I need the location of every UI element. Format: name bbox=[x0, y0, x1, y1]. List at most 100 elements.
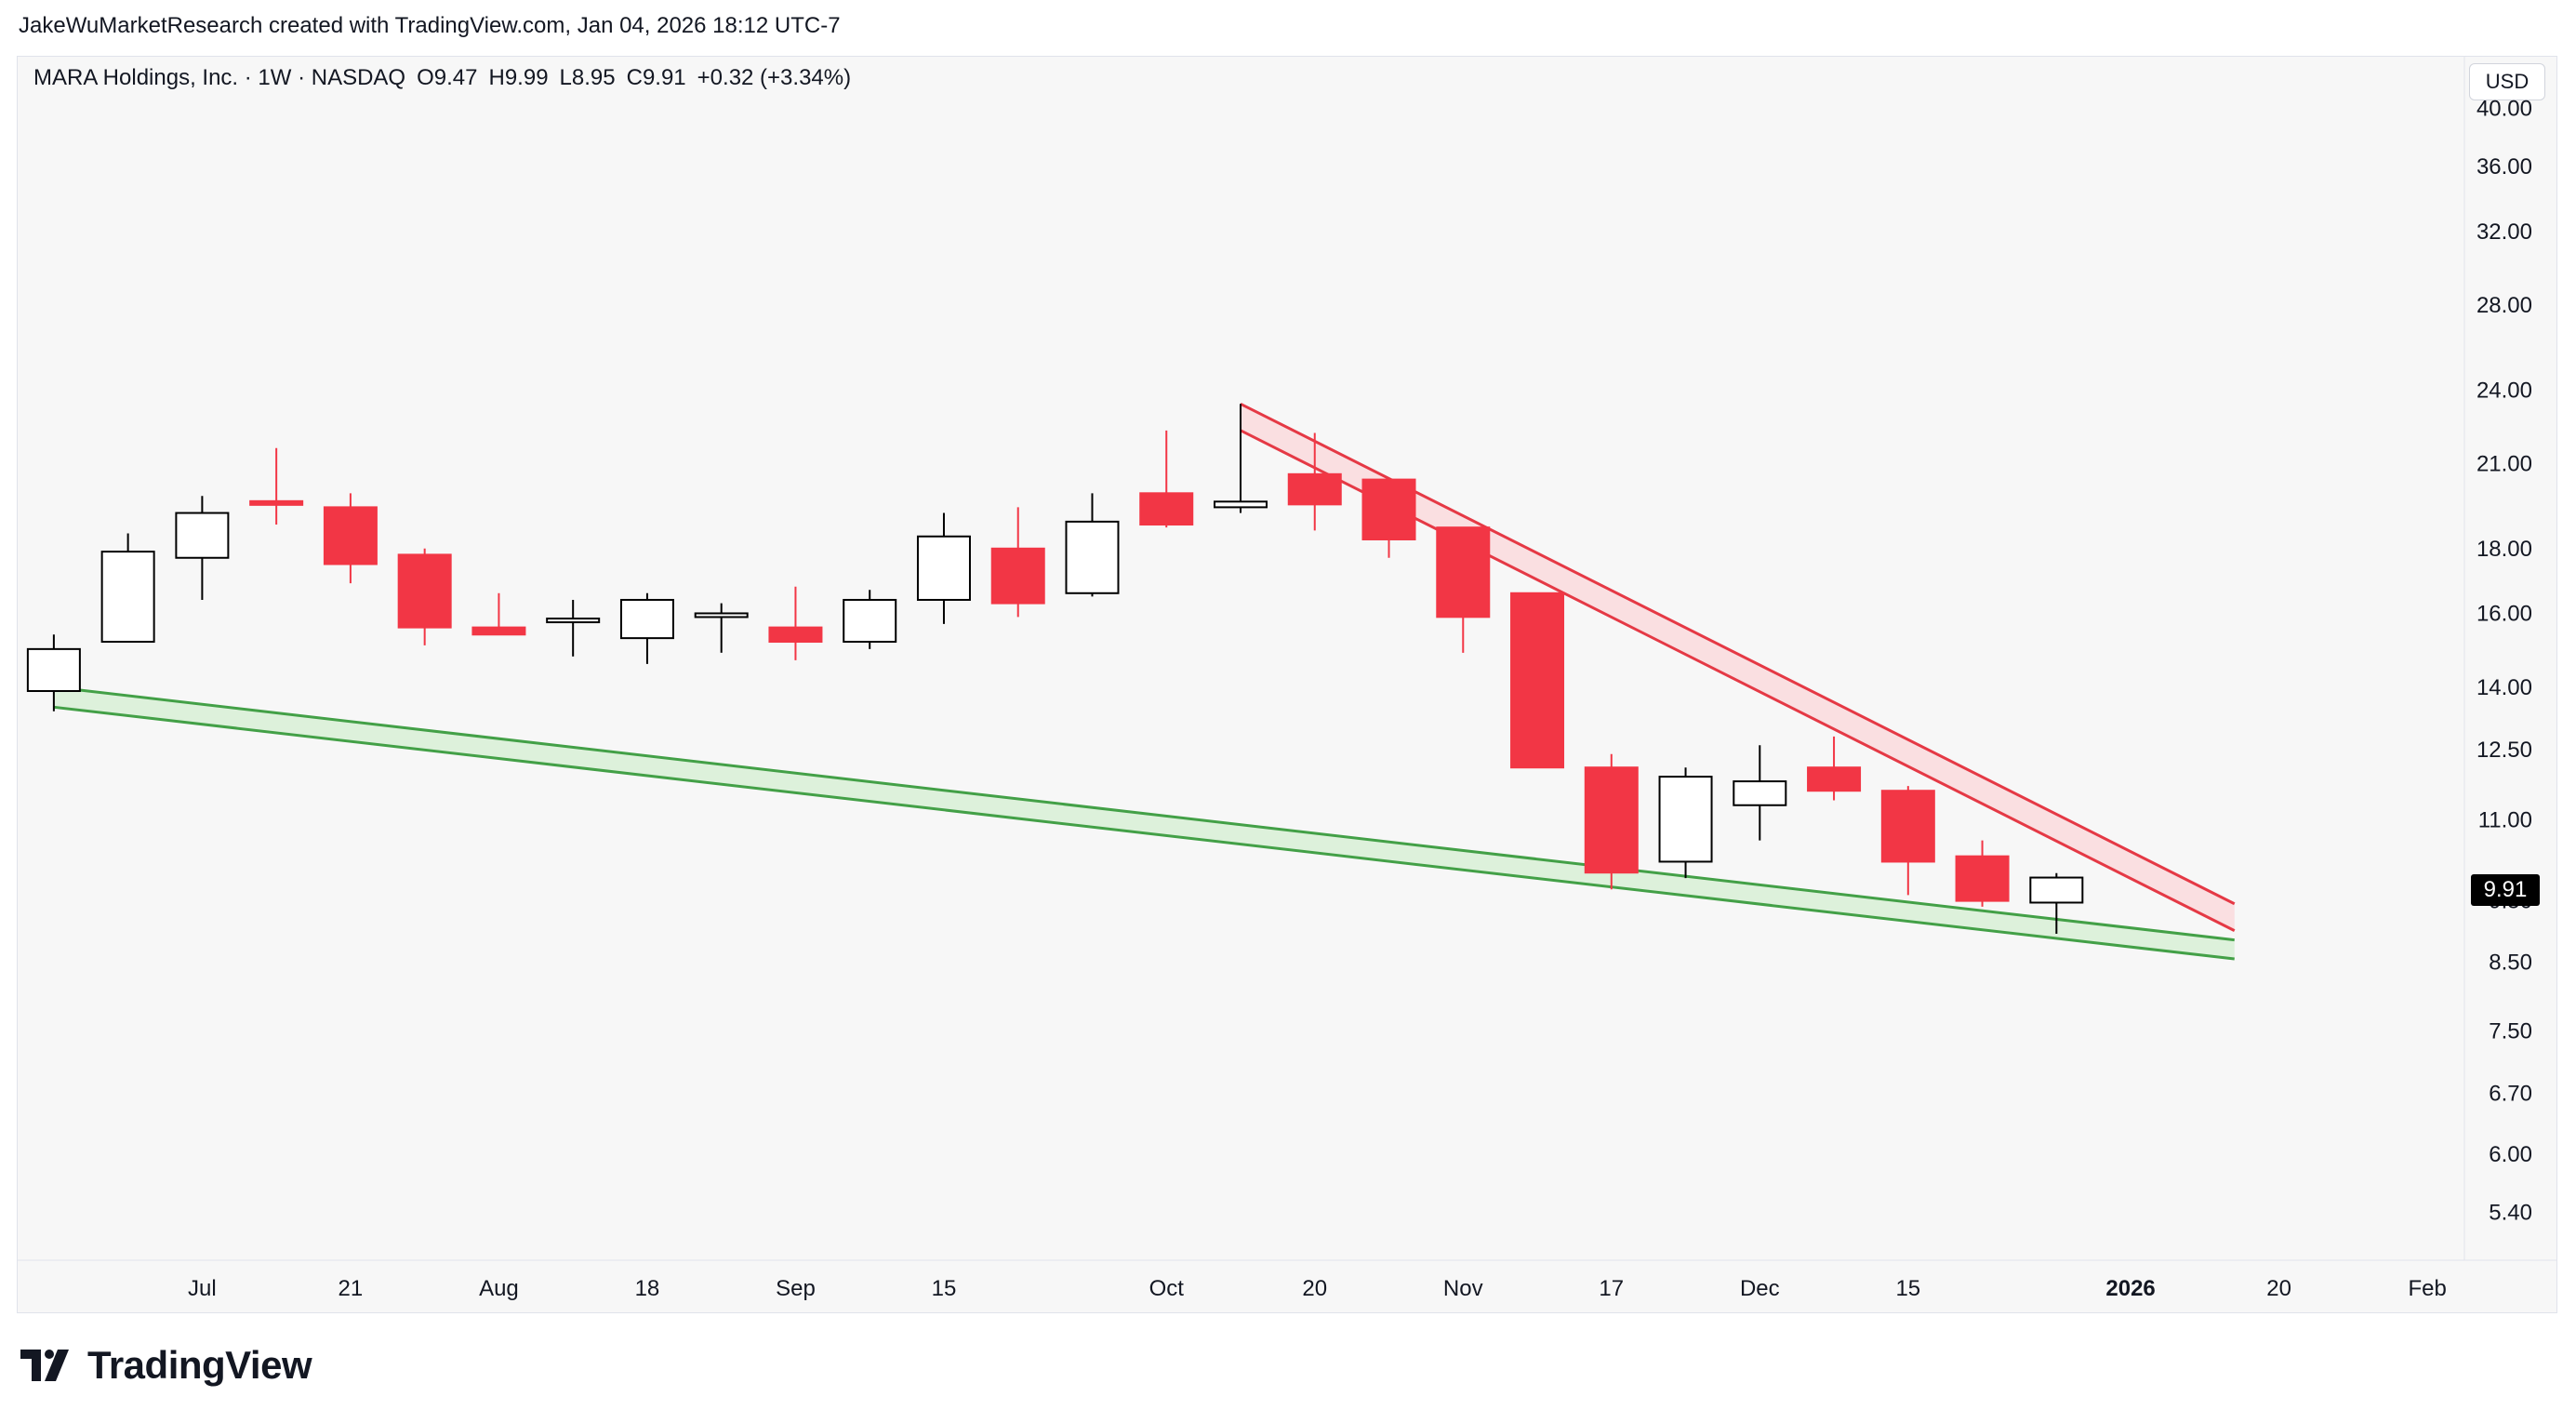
support-channel-upper-line[interactable] bbox=[53, 685, 2235, 942]
time-tick-label: Aug bbox=[479, 1276, 519, 1301]
tradingview-brand[interactable]: TradingView bbox=[20, 1343, 312, 1388]
candle[interactable] bbox=[1139, 430, 1194, 528]
candle[interactable] bbox=[1807, 736, 1862, 801]
symbol-legend: MARA Holdings, Inc. · 1W · NASDAQ O9.47 H9… bbox=[33, 65, 862, 91]
candle[interactable] bbox=[323, 493, 378, 584]
candle-body bbox=[619, 598, 674, 640]
candle-body bbox=[1361, 478, 1416, 540]
candle[interactable] bbox=[1733, 745, 1787, 841]
time-tick-label: 20 bbox=[1302, 1276, 1327, 1301]
candle[interactable] bbox=[1510, 592, 1565, 769]
price-tick-label: 40.00 bbox=[2476, 96, 2532, 121]
candle-body bbox=[1658, 776, 1713, 863]
time-tick-label: Oct bbox=[1149, 1276, 1185, 1301]
candle-body bbox=[1584, 766, 1639, 874]
candle[interactable] bbox=[990, 507, 1045, 618]
price-tick-label: 18.00 bbox=[2476, 537, 2532, 562]
candle-body bbox=[175, 512, 230, 559]
candle-body bbox=[471, 626, 526, 636]
legend-symbol: MARA Holdings, Inc. · 1W · NASDAQ bbox=[33, 65, 406, 90]
candle-body bbox=[1139, 492, 1194, 526]
candle[interactable] bbox=[100, 533, 155, 644]
candle-body bbox=[916, 535, 971, 601]
candle-body bbox=[1733, 780, 1787, 806]
legend-open: O9.47 bbox=[417, 65, 478, 90]
candle[interactable] bbox=[1658, 767, 1713, 879]
price-tick-label: 7.50 bbox=[2489, 1019, 2532, 1044]
last-price-label: 9.91 bbox=[2471, 874, 2540, 906]
candle-body bbox=[1510, 592, 1565, 769]
candle-body bbox=[323, 506, 378, 565]
candle[interactable] bbox=[1065, 493, 1120, 597]
candle[interactable] bbox=[471, 592, 526, 636]
price-tick-label: 5.40 bbox=[2489, 1200, 2532, 1225]
time-tick-label: 20 bbox=[2266, 1276, 2291, 1301]
candle-body bbox=[1287, 472, 1342, 506]
candle[interactable] bbox=[249, 447, 304, 525]
time-tick-label: 17 bbox=[1599, 1276, 1624, 1301]
candle[interactable] bbox=[1287, 432, 1342, 531]
candle[interactable] bbox=[843, 590, 897, 649]
candle-body bbox=[1955, 855, 2010, 902]
time-tick-label: 15 bbox=[932, 1276, 957, 1301]
candle-body bbox=[397, 553, 452, 629]
brand-name: TradingView bbox=[87, 1343, 312, 1387]
candle-body bbox=[26, 647, 81, 693]
candle[interactable] bbox=[768, 586, 823, 660]
candle-body bbox=[100, 551, 155, 644]
price-tick-label: 28.00 bbox=[2476, 293, 2532, 318]
chart-caption: JakeWuMarketResearch created with Tradin… bbox=[19, 13, 841, 38]
candle[interactable] bbox=[1436, 526, 1491, 653]
support-channel-lower-line[interactable] bbox=[53, 705, 2235, 961]
candle[interactable] bbox=[26, 634, 81, 712]
candle[interactable] bbox=[1880, 786, 1935, 896]
candle[interactable] bbox=[2029, 872, 2084, 934]
candle-body bbox=[249, 499, 304, 506]
time-tick-label: 18 bbox=[635, 1276, 660, 1301]
tradingview-logo-icon bbox=[20, 1350, 69, 1381]
candle[interactable] bbox=[694, 603, 749, 653]
time-axis[interactable]: Jul 21 Aug 18 Sep 15 Oct 20 Nov 17 Dec 15 2026 20 Feb bbox=[188, 1276, 2447, 1301]
candle[interactable] bbox=[619, 592, 674, 664]
price-axis[interactable]: 40.00 36.00 32.00 28.00 24.00 21.00 18.00 16.00… bbox=[2476, 96, 2532, 1225]
candle-body bbox=[768, 626, 823, 644]
candle-body bbox=[990, 547, 1045, 605]
price-tick-label: 24.00 bbox=[2476, 378, 2532, 403]
time-tick-label: 15 bbox=[1895, 1276, 1920, 1301]
price-tick-label: 36.00 bbox=[2476, 154, 2532, 180]
time-tick-label: 2026 bbox=[2105, 1276, 2155, 1301]
price-tick-label: 8.50 bbox=[2489, 951, 2532, 976]
time-tick-label: Jul bbox=[188, 1276, 217, 1301]
candle[interactable] bbox=[1214, 404, 1268, 513]
price-tick-label: 21.00 bbox=[2476, 451, 2532, 476]
candle-body bbox=[1065, 520, 1120, 594]
candle-body bbox=[1436, 526, 1491, 618]
price-tick-label: 32.00 bbox=[2476, 219, 2532, 245]
time-tick-label: Nov bbox=[1443, 1276, 1483, 1301]
price-tick-label: 11.00 bbox=[2478, 808, 2532, 833]
candle[interactable] bbox=[1584, 753, 1639, 890]
price-tick-label: 6.70 bbox=[2489, 1082, 2532, 1107]
time-tick-label: 21 bbox=[339, 1276, 364, 1301]
price-tick-label: 12.50 bbox=[2476, 738, 2532, 763]
candle[interactable] bbox=[175, 496, 230, 600]
candle-body bbox=[1807, 766, 1862, 792]
support-channel-fill bbox=[53, 686, 2235, 960]
legend-change: +0.32 (+3.34%) bbox=[697, 65, 852, 90]
candle[interactable] bbox=[397, 548, 452, 645]
candle-body bbox=[546, 618, 601, 624]
time-tick-label: Feb bbox=[2408, 1276, 2446, 1301]
candle[interactable] bbox=[1955, 840, 2010, 907]
candle[interactable] bbox=[916, 512, 971, 624]
chart-pane[interactable] bbox=[17, 56, 2557, 1313]
legend-low: L8.95 bbox=[559, 65, 616, 90]
candle[interactable] bbox=[1361, 478, 1416, 558]
candle[interactable] bbox=[546, 599, 601, 657]
candle-body bbox=[1880, 790, 1935, 863]
candle-body bbox=[1214, 500, 1268, 509]
candle-body bbox=[2029, 876, 2084, 904]
price-tick-label: 16.00 bbox=[2476, 602, 2532, 627]
price-tick-label: 6.00 bbox=[2489, 1142, 2532, 1167]
currency-button[interactable]: USD bbox=[2469, 63, 2545, 100]
